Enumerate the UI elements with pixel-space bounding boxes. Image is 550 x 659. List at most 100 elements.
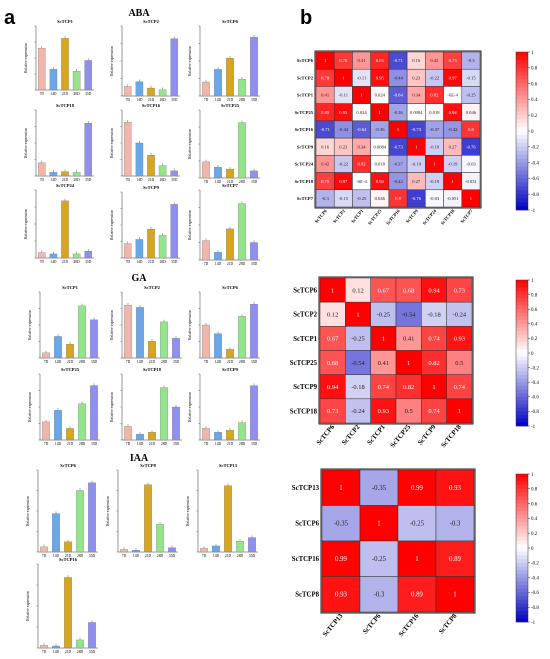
bar-7D [202, 240, 210, 261]
colorbar-tick-label: -1 [531, 621, 536, 626]
bar-7D [202, 428, 210, 441]
heatmap-value-label: 0.018 [375, 162, 386, 167]
bar-28D [76, 490, 84, 553]
colorbar-segment [516, 127, 528, 132]
bar-28D [72, 172, 81, 177]
y-axis-label: Relative expression [188, 46, 192, 76]
chart-title: ScTCP7 [222, 183, 239, 188]
heatmap-row-label: ScTCP16 [292, 556, 320, 563]
x-tick-label: 21D [149, 360, 156, 364]
colorbar-segment [516, 404, 528, 409]
colorbar-segment [516, 334, 528, 339]
bar-chart-iaa-tcp16: ScTCP16 Relative expression 7D 14D 21D 28D 35D [26, 557, 98, 654]
colorbar-segment [516, 95, 528, 100]
x-tick-label: 35D [173, 442, 180, 446]
heatmap-cell [435, 505, 475, 542]
heatmap-value-label: 1 [432, 384, 435, 391]
colorbar-tick-label: -0.2 [531, 562, 539, 567]
colorbar-segment [516, 596, 528, 601]
x-tick-label: 35D [91, 360, 98, 364]
x-tick-label: 7D [204, 262, 209, 266]
heatmap-value-label: 0.93 [454, 336, 465, 343]
bar-7D [124, 305, 132, 359]
colorbar-segment [516, 75, 528, 80]
heatmap-frame [318, 276, 474, 425]
heatmap-row-label: ScTCP16 [295, 127, 314, 132]
bar-14D [52, 645, 60, 649]
heatmap-cell [421, 277, 447, 303]
heatmap-value-label: 0.67 [327, 336, 339, 343]
x-tick-label: 21D [67, 360, 74, 364]
heatmap-value-label: -0.18 [351, 384, 365, 391]
bar-chart-iaa-tcp6: ScTCP6 Relative expression 7D 14D 21D 28D 35D [26, 463, 98, 558]
bar-28D [156, 524, 164, 553]
heatmap-value-label: -0.73 [411, 127, 421, 132]
heatmap-cell [319, 301, 346, 327]
section-title-ga: GA [132, 273, 148, 284]
y-axis-label: Relative expression [28, 310, 32, 340]
heatmap-value-label: -0.42 [448, 127, 458, 132]
colorbar-segment [516, 123, 528, 128]
x-tick-label: 35D [251, 360, 258, 364]
heatmap-cell [345, 350, 371, 375]
bar-35D [250, 385, 258, 441]
bar-7D [40, 645, 48, 649]
x-tick-label: 14D [137, 360, 144, 364]
x-tick-label: 7D [204, 180, 209, 184]
heatmap-value-label: 0.67 [378, 287, 390, 294]
heatmap-cell [446, 374, 473, 400]
x-tick-label: 7D [40, 92, 45, 96]
colorbar-segment [516, 312, 528, 317]
heatmap-value-label: 0.93 [378, 408, 389, 415]
x-tick-label: 21D [65, 554, 72, 558]
bar-chart-aba-tcp24: ScTCP24 Relative expression 7D 14D 21D 28D 35D [24, 183, 94, 264]
colorbar-segment [516, 298, 528, 303]
colorbar-segment [516, 79, 528, 84]
y-axis-label: Relative expression [188, 310, 192, 340]
heatmap-value-label: -0.42 [393, 179, 403, 184]
colorbar-segment [516, 287, 528, 292]
x-tick-label: 35D [85, 178, 92, 182]
heatmap-value-label: 1 [470, 196, 473, 201]
heatmap-col-label: ScTCP9 [417, 423, 438, 446]
colorbar-segment [516, 131, 528, 136]
heatmap-value-label: 0.16 [412, 58, 421, 63]
heatmap-value-label: 0.73 [454, 287, 465, 294]
colorbar-segment [516, 360, 528, 365]
y-axis-label: Relative expression [26, 496, 30, 526]
x-tick-label: 21D [62, 260, 69, 264]
bar-chart-aba-tcp7: ScTCP7 Relative expression 7D 14D 21D 28D 35D [188, 183, 260, 266]
heatmap-value-label: -0.76 [466, 144, 476, 149]
colorbar-segment [516, 566, 528, 571]
x-tick-label: 21D [149, 442, 156, 446]
colorbar-segment [516, 551, 528, 556]
heatmap-row-label: ScTCP18 [295, 179, 314, 184]
x-tick-label: 7D [204, 442, 209, 446]
heatmap-col-label: ScTCP6 [316, 423, 337, 446]
x-tick-label: 7D [202, 554, 207, 558]
colorbar-segment [516, 400, 528, 405]
heatmap-value-label: -0.22 [430, 75, 440, 80]
heatmap-row-label: ScTCP25 [295, 110, 314, 115]
colorbar-segment [516, 581, 528, 586]
x-tick-label: 21D [227, 180, 234, 184]
colorbar-segment [516, 418, 528, 423]
x-tick-label: 35D [173, 360, 180, 364]
heatmap-value-label: -0.36 [393, 110, 403, 115]
heatmap-value-label: 0.41 [321, 93, 330, 98]
colorbar-segment [516, 134, 528, 140]
bar-35D [170, 204, 178, 259]
chart-title: ScTCP1 [62, 285, 79, 290]
heatmap-row-label: ScTCP24 [295, 162, 314, 167]
heatmap-value-label: -0.64 [357, 127, 367, 132]
y-axis-label: Relative expression [24, 209, 28, 239]
colorbar-tick-label: 0 [531, 352, 534, 357]
heatmap-value-label: -0.76 [411, 196, 421, 201]
heatmap-value-label: 0.024 [375, 93, 386, 98]
heatmap-cell [370, 326, 397, 351]
bar-21D [64, 577, 72, 649]
heatmap-value-label: 0.82 [358, 162, 367, 167]
bar-chart-ga-tcp2: ScTCP2 Relative expression 7D 14D 21D 28D 35D [110, 285, 182, 364]
chart-title: ScTCP13 [219, 463, 238, 468]
bar-35D [168, 547, 176, 553]
